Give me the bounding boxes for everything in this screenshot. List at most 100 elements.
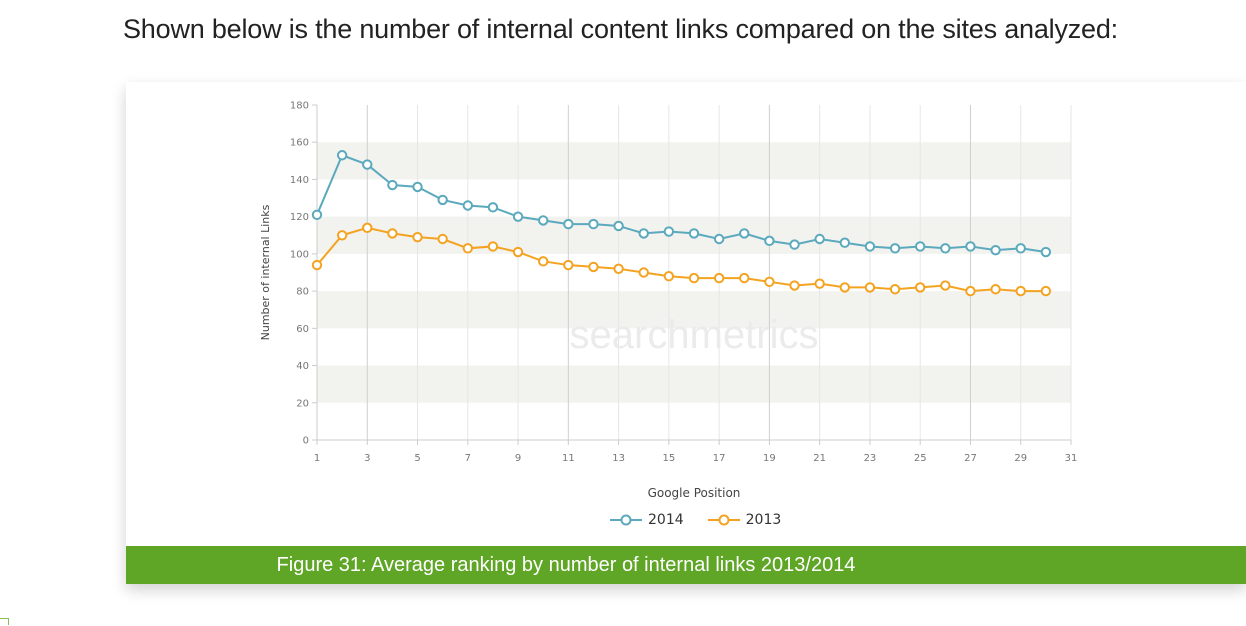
series-2013-point: [563, 259, 574, 271]
legend-marker-2013: [707, 514, 740, 526]
watermark-text: searchmetrics: [570, 313, 819, 357]
series-2013-point: [1040, 285, 1052, 297]
series-2014-point: [512, 211, 524, 222]
series-2014-point: [965, 241, 976, 252]
series-2013-point: [512, 246, 524, 258]
series-2013-point: [613, 263, 624, 274]
x-tick-label: 17: [713, 453, 726, 464]
series-2013-point: [990, 284, 1001, 295]
y-tick-label: 60: [296, 324, 309, 335]
series-2013-point: [789, 280, 800, 291]
series-2014-point: [864, 241, 876, 252]
legend-item-2013[interactable]: 2013: [707, 512, 782, 528]
series-2013-point: [1015, 285, 1026, 297]
series-2014-point: [814, 233, 825, 245]
series-2013-point: [940, 280, 951, 291]
x-tick-label: 7: [465, 453, 471, 464]
x-tick-label: 31: [1065, 453, 1078, 464]
series-2014-point: [688, 228, 700, 239]
legend-item-2014[interactable]: 2014: [610, 512, 684, 528]
series-2013-point: [688, 272, 700, 284]
series-2014-point: [362, 159, 373, 170]
y-tick-label: 100: [290, 249, 309, 260]
series-2014-point: [487, 202, 499, 213]
y-tick-label: 0: [303, 436, 309, 447]
y-tick-label: 40: [296, 361, 309, 372]
x-tick-label: 29: [1014, 453, 1027, 464]
series-2014-point: [638, 228, 649, 239]
series-2014-point: [538, 215, 549, 226]
intro-text: Shown below is the number of internal co…: [123, 14, 1118, 44]
series-2013-point: [588, 261, 599, 273]
series-2013-point: [487, 241, 499, 252]
series-2014-point: [387, 179, 398, 191]
series-2013-point: [362, 222, 373, 234]
legend-label-2014: 2014: [648, 512, 684, 528]
legend-marker-2014: [610, 514, 642, 526]
series-2014-point: [915, 241, 926, 252]
series-2013-point: [638, 267, 649, 278]
series-2014-point: [462, 200, 473, 211]
series-2014-point: [412, 181, 423, 193]
series-2013-point: [839, 282, 850, 293]
x-tick-label: 11: [562, 453, 575, 464]
series-2014-point: [437, 194, 448, 206]
grid-band: [317, 365, 1071, 403]
series-2013-point: [663, 271, 675, 282]
series-2014-point: [1040, 246, 1052, 258]
x-tick-label: 13: [612, 453, 625, 464]
legend-label-2013: 2013: [745, 512, 782, 528]
series-2014-point: [990, 244, 1001, 256]
x-tick-label: 5: [414, 453, 420, 464]
x-tick-label: 21: [813, 453, 826, 464]
x-tick-label: 25: [914, 453, 927, 464]
series-2013-point: [713, 272, 725, 284]
series-2014-point: [1015, 243, 1026, 254]
series-2013-point: [412, 231, 423, 243]
figure-card: searchmetrics 0 20 40 60 80 100 120 140 160 180 1 3 5…: [126, 82, 1246, 584]
x-tick-label: 27: [964, 453, 977, 464]
y-tick-label: 180: [290, 101, 309, 112]
x-axis-label: Google Position: [648, 486, 741, 500]
series-2013-point: [814, 278, 825, 289]
series-2014-point: [940, 243, 951, 254]
x-tick-label: 1: [314, 453, 320, 464]
x-tick-label: 15: [662, 453, 675, 464]
series-2013-point: [538, 256, 549, 267]
y-tick-label: 20: [296, 398, 309, 409]
series-2014-point: [563, 218, 574, 230]
x-tick-label: 23: [864, 453, 877, 464]
series-2014-point: [613, 220, 624, 232]
series-2013-point: [437, 233, 448, 245]
y-tick-label: 120: [290, 212, 309, 223]
series-2013-point: [764, 276, 775, 288]
x-tick-label: 9: [515, 453, 521, 464]
x-tick-label: 19: [763, 453, 776, 464]
series-2013-point: [739, 272, 750, 284]
series-2014-point: [588, 218, 599, 230]
series-2014-point: [336, 150, 348, 161]
x-tick-label: 3: [364, 453, 370, 464]
y-tick-label: 80: [296, 287, 309, 298]
series-2014-point: [764, 235, 775, 247]
series-2014-point: [663, 226, 675, 237]
figure-caption: Figure 31: Average ranking by number of …: [126, 546, 1246, 584]
y-tick-label: 140: [290, 175, 309, 186]
series-2014-point: [889, 243, 901, 254]
grid-band: [317, 291, 1071, 329]
page-corner-mark: [0, 618, 9, 625]
y-tick-label: 160: [290, 138, 309, 149]
series-2014-point: [311, 209, 323, 221]
series-2014-point: [713, 233, 725, 245]
series-2014-point: [739, 228, 750, 239]
y-axis-label: Number of internal Links: [259, 204, 272, 340]
series-2013-point: [462, 243, 473, 254]
series-2013-point: [311, 259, 323, 271]
grid-band: [317, 142, 1071, 180]
series-2013-point: [915, 282, 926, 293]
series-2013-point: [864, 282, 876, 293]
series-2013-point: [387, 228, 398, 239]
series-2014-point: [789, 239, 800, 250]
series-2014-point: [839, 237, 850, 248]
